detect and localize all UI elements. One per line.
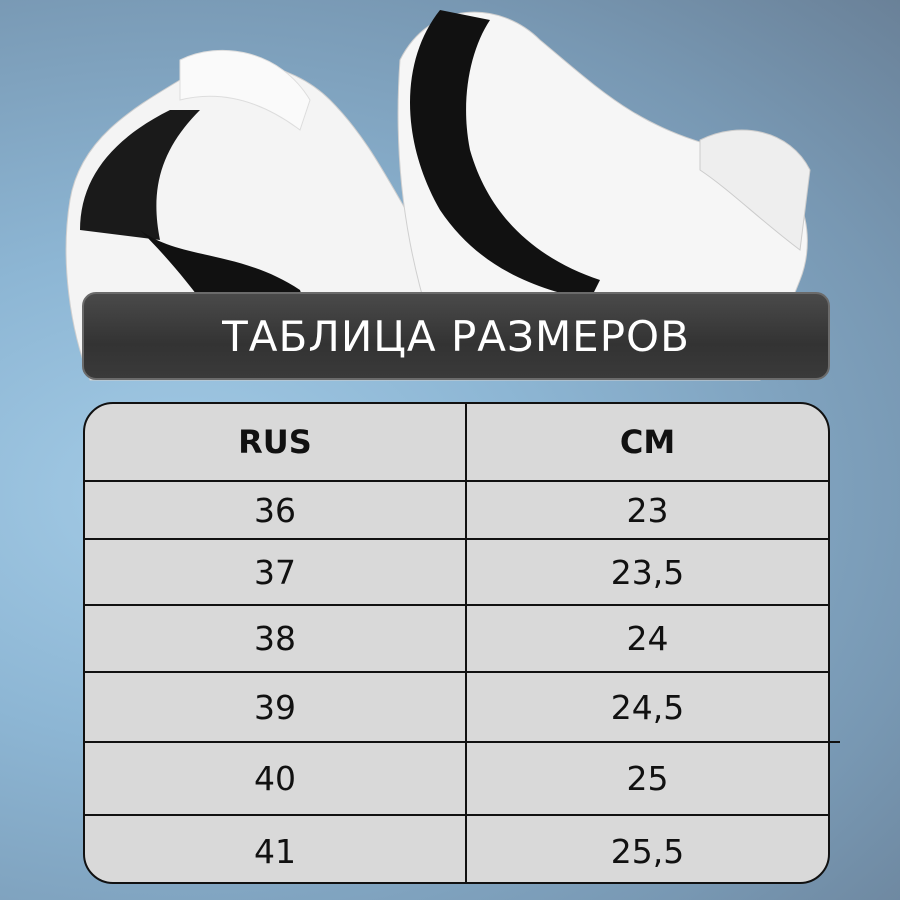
table-row: 39 24,5 <box>85 673 828 743</box>
table-row: 36 23 <box>85 482 828 540</box>
cm-size: 24,5 <box>610 687 685 727</box>
table-row: 40 25 <box>85 743 828 816</box>
cm-size: 25,5 <box>610 831 685 871</box>
table-row: 37 23,5 <box>85 540 828 606</box>
size-table: RUS CM 36 23 37 23,5 38 24 39 24,5 40 25… <box>83 402 830 884</box>
header-cm: CM <box>619 423 676 461</box>
page-title: ТАБЛИЦА РАЗМЕРОВ <box>222 311 690 361</box>
table-header-row: RUS CM <box>85 404 828 482</box>
row-divider-line <box>90 741 840 743</box>
cm-size: 23,5 <box>610 552 685 592</box>
table-row: 38 24 <box>85 606 828 673</box>
cm-size: 24 <box>626 619 669 658</box>
rus-size: 39 <box>85 673 467 741</box>
right-sneaker <box>397 10 811 381</box>
table-row: 41 25,5 <box>85 816 828 882</box>
rus-size: 40 <box>85 743 467 814</box>
rus-size: 36 <box>85 482 467 538</box>
cm-size: 25 <box>626 759 669 798</box>
header-rus: RUS <box>85 404 467 480</box>
rus-size: 38 <box>85 606 467 671</box>
title-banner: ТАБЛИЦА РАЗМЕРОВ <box>82 292 830 380</box>
rus-size: 41 <box>85 816 467 882</box>
rus-size: 37 <box>85 540 467 604</box>
cm-size: 23 <box>626 490 669 530</box>
